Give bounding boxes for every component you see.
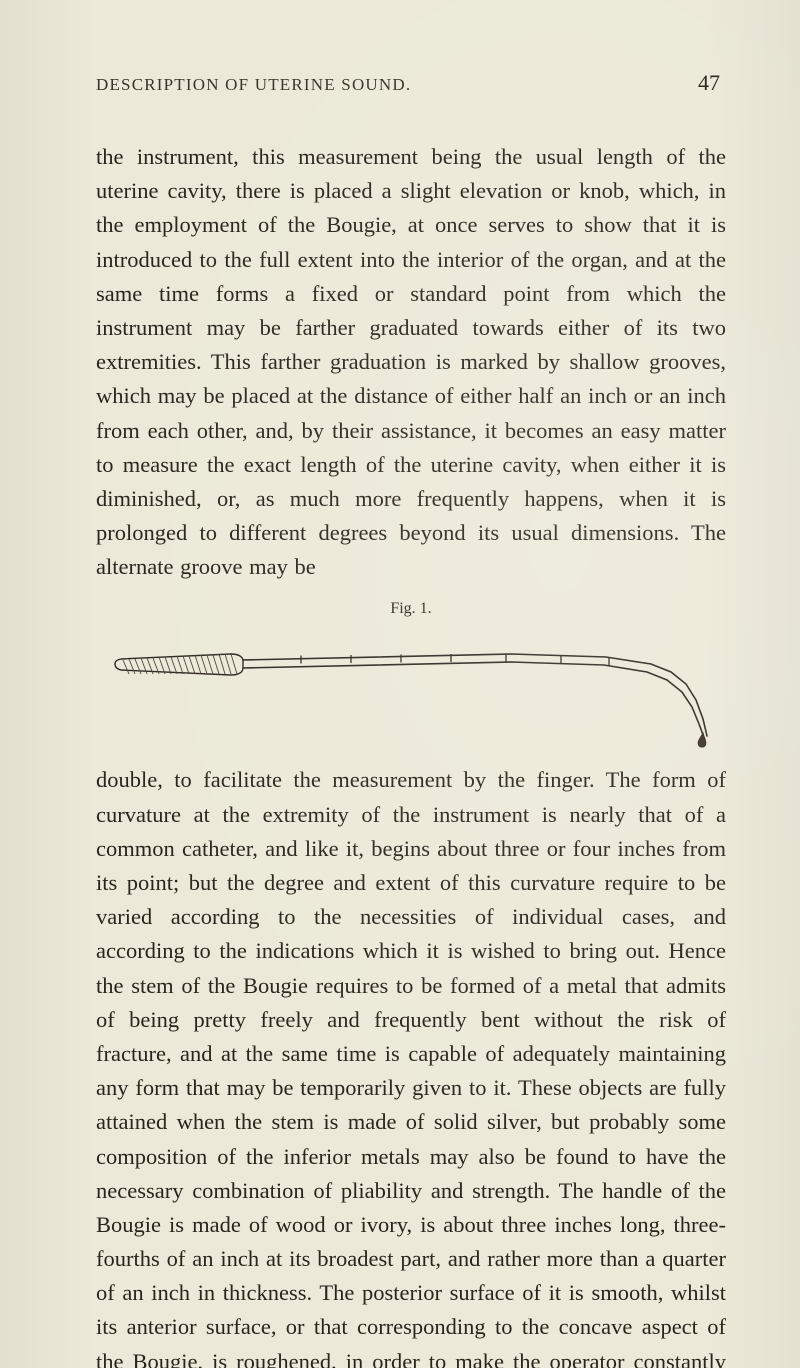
page-container: DESCRIPTION OF UTERINE SOUND. 47 the ins… <box>0 0 800 1368</box>
figure-caption: Fig. 1. <box>96 600 726 618</box>
figure-1-illustration <box>111 624 711 749</box>
page-number: 47 <box>698 70 720 96</box>
running-head: DESCRIPTION OF UTERINE SOUND. <box>96 75 411 95</box>
paragraph-1: the instrument, this measurement being t… <box>96 140 726 584</box>
page-header: DESCRIPTION OF UTERINE SOUND. 47 <box>96 70 726 96</box>
paragraph-2: double, to facilitate the measurement by… <box>96 763 726 1368</box>
